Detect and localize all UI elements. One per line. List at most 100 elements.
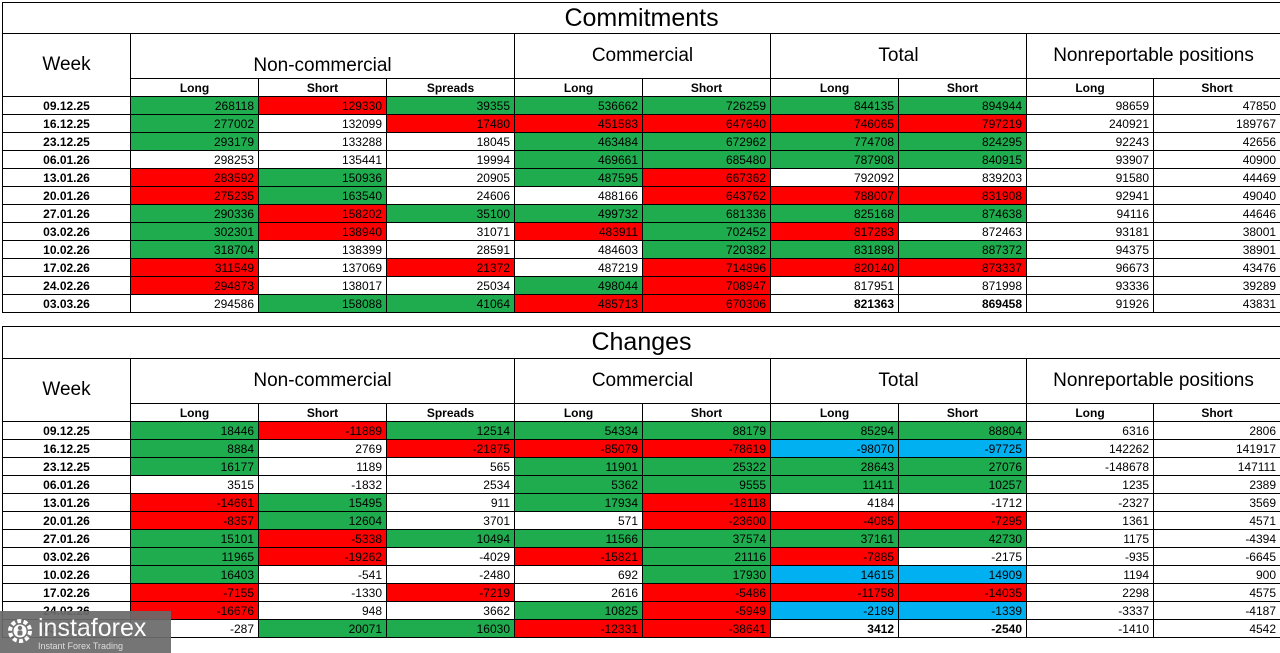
table-row: 13.01.26 283592 150936 20905 487595 667362 792… xyxy=(2,168,1280,187)
value-cell: -98070 xyxy=(770,439,899,458)
column-header: Long xyxy=(1026,78,1154,97)
value-cell: 10257 xyxy=(898,475,1027,494)
value-cell: 92243 xyxy=(1026,132,1154,151)
value-cell: 821363 xyxy=(770,294,899,313)
value-cell: 293179 xyxy=(130,132,259,151)
value-cell: 98659 xyxy=(1026,96,1154,115)
value-cell: -85079 xyxy=(514,439,643,458)
value-cell: 17934 xyxy=(514,493,643,512)
week-cell: 17.02.26 xyxy=(2,583,131,602)
value-cell: -1832 xyxy=(258,475,387,494)
instaforex-logo[interactable]: instaforex Instant Forex Trading xyxy=(0,611,171,653)
value-cell: 311549 xyxy=(130,258,259,277)
value-cell: 714896 xyxy=(642,258,771,277)
value-cell: 15495 xyxy=(258,493,387,512)
value-cell: 88804 xyxy=(898,421,1027,440)
value-cell: 17930 xyxy=(642,565,771,584)
value-cell: 487219 xyxy=(514,258,643,277)
value-cell: 3412 xyxy=(770,619,899,638)
value-cell: 19994 xyxy=(386,150,515,169)
value-cell: 483911 xyxy=(514,222,643,241)
value-cell: 302301 xyxy=(130,222,259,241)
value-cell: -1339 xyxy=(898,601,1027,620)
value-cell: 499732 xyxy=(514,204,643,223)
value-cell: 147111 xyxy=(1152,457,1280,476)
value-cell: 869458 xyxy=(898,294,1027,313)
value-cell: 24606 xyxy=(386,186,515,205)
value-cell: 720382 xyxy=(642,240,771,259)
value-cell: -2540 xyxy=(898,619,1027,638)
value-cell: -2189 xyxy=(770,601,899,620)
value-cell: 43831 xyxy=(1152,294,1280,313)
value-cell: 31071 xyxy=(386,222,515,241)
value-cell: 93181 xyxy=(1026,222,1154,241)
column-header: Spreads xyxy=(386,403,515,422)
value-cell: 25034 xyxy=(386,276,515,295)
value-cell: 873337 xyxy=(898,258,1027,277)
week-cell: 23.12.25 xyxy=(2,132,131,151)
value-cell: 463484 xyxy=(514,132,643,151)
value-cell: 38901 xyxy=(1152,240,1280,259)
value-cell: -18118 xyxy=(642,493,771,512)
value-cell: 565 xyxy=(386,457,515,476)
week-cell: 03.03.26 xyxy=(2,294,131,313)
table-row: 09.12.25 268118 129330 39355 536662 726259 844… xyxy=(2,96,1280,115)
table-row: 16.12.25 277002 132099 17480 451583 647640 746… xyxy=(2,114,1280,133)
column-header: Short xyxy=(258,78,387,97)
value-cell: -541 xyxy=(258,565,387,584)
value-cell: 2806 xyxy=(1152,421,1280,440)
week-cell: 17.02.26 xyxy=(2,258,131,277)
value-cell: 16177 xyxy=(130,457,259,476)
value-cell: 158202 xyxy=(258,204,387,223)
value-cell: 10825 xyxy=(514,601,643,620)
value-cell: 900 xyxy=(1152,565,1280,584)
table-row: 13.01.26 -14661 15495 911 17934 -18118 4184 -17… xyxy=(2,493,1280,512)
value-cell: -7155 xyxy=(130,583,259,602)
value-cell: 839203 xyxy=(898,168,1027,187)
group-non-commercial: Non-commercial xyxy=(130,358,515,404)
group-total: Total xyxy=(770,358,1027,404)
value-cell: 9555 xyxy=(642,475,771,494)
group-non-commercial: Non-commercial xyxy=(130,33,515,79)
value-cell: 21372 xyxy=(386,258,515,277)
value-cell: -23600 xyxy=(642,511,771,530)
table-row: 10.02.26 318704 138399 28591 484603 720382 831… xyxy=(2,240,1280,259)
value-cell: -2175 xyxy=(898,547,1027,566)
value-cell: -21875 xyxy=(386,439,515,458)
table-row: 03.03.26 294586 158088 41064 485713 670306 821… xyxy=(2,294,1280,313)
value-cell: 91580 xyxy=(1026,168,1154,187)
value-cell: 35100 xyxy=(386,204,515,223)
value-cell: 12604 xyxy=(258,511,387,530)
column-header: Short xyxy=(258,403,387,422)
value-cell: 788007 xyxy=(770,186,899,205)
value-cell: 268118 xyxy=(130,96,259,115)
value-cell: 290336 xyxy=(130,204,259,223)
value-cell: 1194 xyxy=(1026,565,1154,584)
table-row: 17.02.26 311549 137069 21372 487219 714896 820… xyxy=(2,258,1280,277)
value-cell: 39289 xyxy=(1152,276,1280,295)
week-cell: 09.12.25 xyxy=(2,421,131,440)
column-header: Short xyxy=(898,78,1027,97)
value-cell: 49040 xyxy=(1152,186,1280,205)
value-cell: 92941 xyxy=(1026,186,1154,205)
value-cell: 3701 xyxy=(386,511,515,530)
value-cell: 43476 xyxy=(1152,258,1280,277)
value-cell: 4542 xyxy=(1152,619,1280,638)
value-cell: 485713 xyxy=(514,294,643,313)
value-cell: -8357 xyxy=(130,511,259,530)
value-cell: 797219 xyxy=(898,114,1027,133)
value-cell: 40900 xyxy=(1152,150,1280,169)
value-cell: -19262 xyxy=(258,547,387,566)
commitments-title: Commitments xyxy=(1,2,1280,34)
week-cell: 27.01.26 xyxy=(2,204,131,223)
value-cell: 2389 xyxy=(1152,475,1280,494)
value-cell: 536662 xyxy=(514,96,643,115)
value-cell: 726259 xyxy=(642,96,771,115)
value-cell: 3515 xyxy=(130,475,259,494)
value-cell: -2480 xyxy=(386,565,515,584)
value-cell: 42656 xyxy=(1152,132,1280,151)
value-cell: 8884 xyxy=(130,439,259,458)
value-cell: 11411 xyxy=(770,475,899,494)
value-cell: 138399 xyxy=(258,240,387,259)
value-cell: 277002 xyxy=(130,114,259,133)
